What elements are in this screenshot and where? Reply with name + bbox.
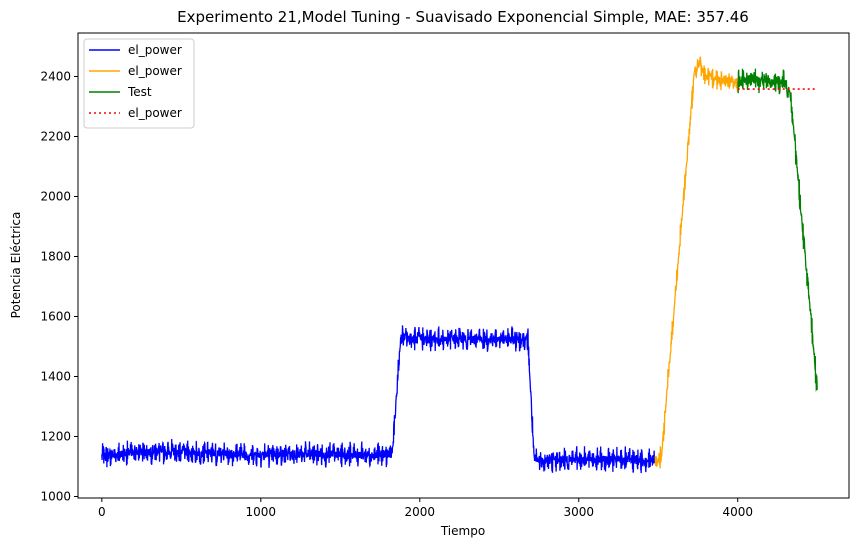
y-tick-label: 1000: [40, 490, 71, 504]
y-tick-label: 1800: [40, 250, 71, 264]
legend-label-2: Test: [127, 85, 152, 99]
y-tick-label: 2200: [40, 130, 71, 144]
chart-title: Experimento 21,Model Tuning - Suavisado …: [177, 8, 749, 26]
legend: el_power el_power Test el_power: [83, 38, 195, 129]
legend-label-1: el_power: [128, 64, 182, 78]
y-tick-label: 1200: [40, 430, 71, 444]
legend-label-0: el_power: [128, 43, 182, 57]
y-tick-label: 2000: [40, 190, 71, 204]
legend-label-3: el_power: [128, 106, 182, 120]
series-line-1: [654, 56, 739, 469]
series-layer: [101, 56, 818, 474]
y-tick-label: 2400: [40, 70, 71, 84]
series-line-2: [737, 68, 818, 392]
plot-frame: [77, 32, 850, 499]
x-axis-ticks: 0 1000 2000 3000 4000: [98, 498, 753, 519]
y-axis-label: Potencia Eléctrica: [9, 212, 23, 319]
x-tick-label: 3000: [563, 505, 594, 519]
y-tick-label: 1600: [40, 310, 71, 324]
x-tick-label: 1000: [246, 505, 277, 519]
series-line-0: [101, 325, 656, 474]
y-tick-label: 1400: [40, 370, 71, 384]
y-axis-ticks: 1000 1200 1400 1600 1800 2000 2200 2400: [40, 70, 78, 504]
x-tick-label: 4000: [722, 505, 753, 519]
x-axis-label: Tiempo: [440, 524, 485, 538]
x-tick-label: 2000: [405, 505, 436, 519]
legend-box: [83, 38, 195, 129]
x-tick-label: 0: [98, 505, 106, 519]
